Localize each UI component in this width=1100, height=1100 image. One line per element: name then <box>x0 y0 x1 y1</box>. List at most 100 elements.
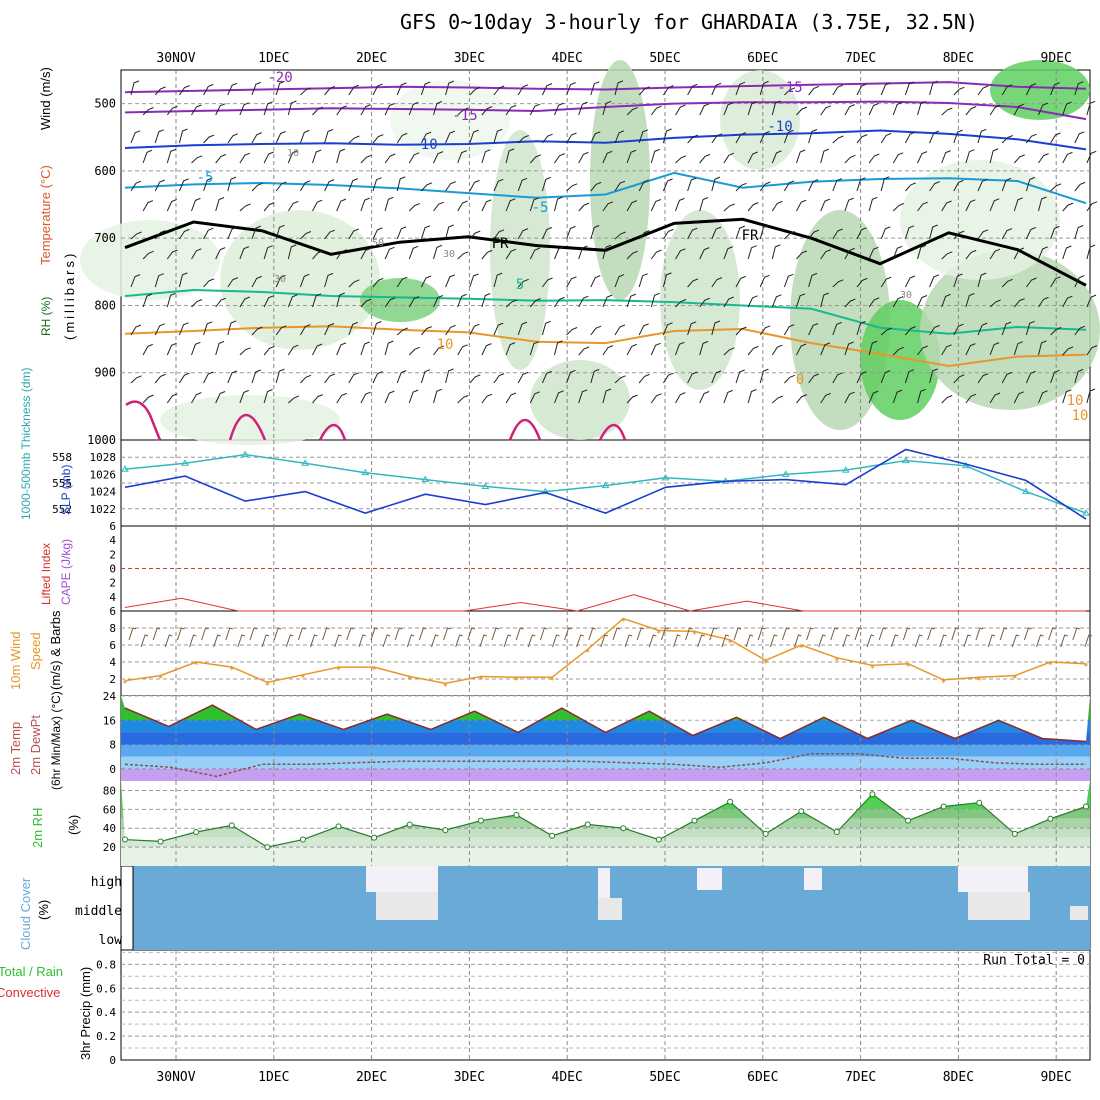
wind-barb <box>784 374 796 384</box>
wind-barb <box>275 131 286 144</box>
wind-barb <box>457 344 468 356</box>
wind-barb <box>590 181 602 192</box>
wind-barb <box>844 197 854 212</box>
wind-barb <box>735 81 746 96</box>
wind-barb <box>868 297 880 308</box>
wind-barb <box>723 102 734 116</box>
date-label-bottom: 6DEC <box>747 1070 778 1085</box>
y-tick-label: 1026 <box>90 468 117 481</box>
wind-barb-10m <box>636 627 645 641</box>
wind-barb <box>723 152 735 164</box>
wind-barb <box>711 226 722 240</box>
wind-barb <box>892 101 903 116</box>
wind-barb <box>203 321 213 336</box>
wind-barb-10m <box>927 627 935 641</box>
wind-speed-point: ✶ <box>1083 661 1089 671</box>
temp-line <box>124 704 1087 743</box>
wind-barb <box>360 247 371 260</box>
wind-barb <box>505 198 516 212</box>
wind-barb-10m <box>491 627 500 641</box>
wind-barb <box>856 134 868 144</box>
wind-barb <box>215 197 225 212</box>
wind-barb <box>602 388 612 404</box>
wind10-label-1: 10m Wind <box>8 631 23 690</box>
wind-barb <box>142 200 154 212</box>
wind-barb <box>433 345 444 356</box>
wind-barb <box>953 374 965 384</box>
wind-barb <box>408 152 420 164</box>
wind-barb <box>336 292 345 308</box>
wind-speed-point: ✶ <box>834 655 840 665</box>
y-tick-label: 558 <box>52 451 72 464</box>
wind-barb <box>299 180 311 192</box>
y-tick-label: 600 <box>94 164 116 178</box>
wind-barb-10m <box>866 634 875 648</box>
wind-barb <box>384 196 394 212</box>
wind-barb <box>868 153 880 164</box>
wind-barb <box>396 226 407 240</box>
wind-barb <box>215 247 226 260</box>
thickness-point <box>901 456 910 464</box>
wind-barb <box>324 373 335 384</box>
wind-barb <box>566 225 576 240</box>
wind-barb <box>372 277 384 288</box>
wind-barb <box>312 250 324 260</box>
cloud-patch <box>376 892 438 920</box>
wind10-panel <box>120 610 1091 697</box>
lifted-index-label: Lifted Index <box>39 543 53 605</box>
wind-barb <box>977 272 987 288</box>
rh-point <box>477 817 484 824</box>
wind-barb <box>408 203 420 212</box>
thickness-point <box>841 466 850 473</box>
wind-barb <box>638 179 649 192</box>
rh-point <box>193 829 200 835</box>
wind-barb-10m <box>721 634 730 648</box>
wind-barb <box>554 102 564 116</box>
isotherm-label: -5 <box>532 200 549 216</box>
wind-barb <box>178 128 188 144</box>
wind-barb <box>517 371 529 384</box>
wind-speed-point: ✶ <box>443 680 449 690</box>
wind-barb <box>239 246 250 260</box>
thickness-point <box>421 475 430 483</box>
isotherm-label: FR <box>742 228 759 244</box>
wind-barb <box>445 224 454 240</box>
wind-barb <box>578 101 588 116</box>
cloud-label-1: Cloud Cover <box>18 877 33 950</box>
wind-barb <box>130 80 140 96</box>
rh-band <box>121 828 1090 838</box>
wind-barb-10m <box>479 634 488 648</box>
rh-point <box>762 830 769 837</box>
wind-barb <box>178 228 190 240</box>
date-label-top: 9DEC <box>1041 51 1072 66</box>
lifted-index-line <box>124 594 1086 612</box>
wind-barb <box>227 133 239 144</box>
wind-barb <box>287 395 300 404</box>
wind-barb <box>662 322 673 336</box>
wind-barb <box>1026 133 1037 144</box>
wind-barb <box>771 150 782 164</box>
wind-barb <box>1038 390 1048 404</box>
y-tick-label: 8 <box>109 739 116 752</box>
wind-barb <box>251 275 262 288</box>
wind-barb <box>251 369 261 384</box>
wind-barb <box>868 340 878 356</box>
wind-barb <box>687 278 699 288</box>
wind-barb <box>614 231 626 240</box>
wind-barb <box>832 279 844 288</box>
wind-barb <box>420 275 432 288</box>
wind-barb <box>590 81 600 96</box>
wind-barb <box>626 293 637 308</box>
wind-barb <box>166 292 176 308</box>
wind-barb <box>747 345 759 356</box>
wind-speed-point: ✶ <box>371 664 377 674</box>
wind-barb <box>880 226 891 240</box>
wind-barb <box>154 273 164 288</box>
wind-barb <box>566 132 577 144</box>
wind-speed-point: ✶ <box>265 679 271 689</box>
thickness-point <box>361 468 370 476</box>
wind-barb <box>880 276 892 288</box>
wind-barb <box>203 227 214 240</box>
wind-barb <box>396 132 408 144</box>
wind-barb <box>215 340 225 356</box>
